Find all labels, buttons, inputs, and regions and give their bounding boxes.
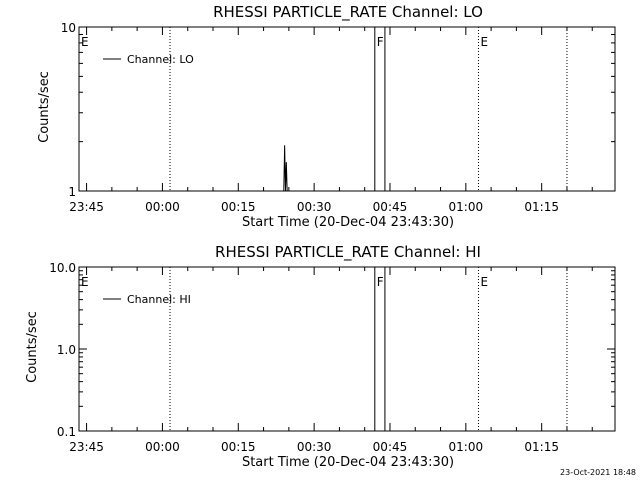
flag-label-lo: E xyxy=(480,35,488,49)
chart-title-hi: RHESSI PARTICLE_RATE Channel: HI xyxy=(215,243,481,262)
x-axis-label-lo: Start Time (20-Dec-04 23:43:30) xyxy=(242,215,454,230)
x-tick-label-hi: 00:15 xyxy=(221,440,256,454)
legend-label-hi: Channel: HI xyxy=(127,293,191,306)
y-tick-label-hi: 1.0 xyxy=(57,343,76,357)
x-tick-label-lo: 00:00 xyxy=(145,200,180,214)
x-axis-label-hi: Start Time (20-Dec-04 23:43:30) xyxy=(242,455,454,470)
x-tick-label-hi: 23:45 xyxy=(69,440,104,454)
legend-label-lo: Channel: LO xyxy=(127,53,194,66)
x-tick-label-lo: 23:45 xyxy=(69,200,104,214)
flag-label-hi: E xyxy=(81,275,89,289)
y-tick-label-lo: 1 xyxy=(68,185,76,199)
y-tick-label-hi: 10.0 xyxy=(49,261,76,275)
x-tick-label-hi: 00:45 xyxy=(373,440,408,454)
panel-lo: RHESSI PARTICLE_RATE Channel: LO Start T… xyxy=(37,3,616,230)
plot-frame-lo xyxy=(78,26,616,192)
x-tick-label-lo: 00:15 xyxy=(221,200,256,214)
footer-date: 23-Oct-2021 18:48 xyxy=(560,468,636,477)
x-tick-label-lo: 01:15 xyxy=(524,200,559,214)
x-tick-label-hi: 01:15 xyxy=(524,440,559,454)
axes-hi: 23:45 00:00 00:15 00:30 00:45 01:00 01:15 0.1 1.… xyxy=(49,261,616,454)
x-tick-label-lo: 01:00 xyxy=(449,200,484,214)
x-tick-label-hi: 00:00 xyxy=(145,440,180,454)
y-tick-label-hi: 0.1 xyxy=(57,425,76,439)
x-tick-label-lo: 00:45 xyxy=(373,200,408,214)
y-tick-label-lo: 10 xyxy=(61,21,76,35)
series-lo xyxy=(283,145,288,192)
chart-title-lo: RHESSI PARTICLE_RATE Channel: LO xyxy=(213,3,483,22)
panel-hi: RHESSI PARTICLE_RATE Channel: HI Start T… xyxy=(25,243,616,470)
y-axis-label-lo: Counts/sec xyxy=(37,71,52,143)
flag-label-hi: F xyxy=(377,275,384,289)
flag-label-hi: E xyxy=(480,275,488,289)
x-tick-label-lo: 00:30 xyxy=(297,200,332,214)
y-axis-label-hi: Counts/sec xyxy=(25,311,40,383)
x-tick-label-hi: 00:30 xyxy=(297,440,332,454)
series-line-lo xyxy=(283,145,288,192)
legend-hi: Channel: HI xyxy=(103,293,191,306)
flag-label-lo: F xyxy=(377,35,384,49)
x-tick-label-hi: 01:00 xyxy=(449,440,484,454)
flag-label-lo: E xyxy=(81,35,89,49)
axes-lo: 23:45 00:00 00:15 00:30 00:45 01:00 01:15 1 10 xyxy=(61,21,616,214)
legend-lo: Channel: LO xyxy=(103,53,194,66)
plot-frame-hi xyxy=(78,266,616,432)
